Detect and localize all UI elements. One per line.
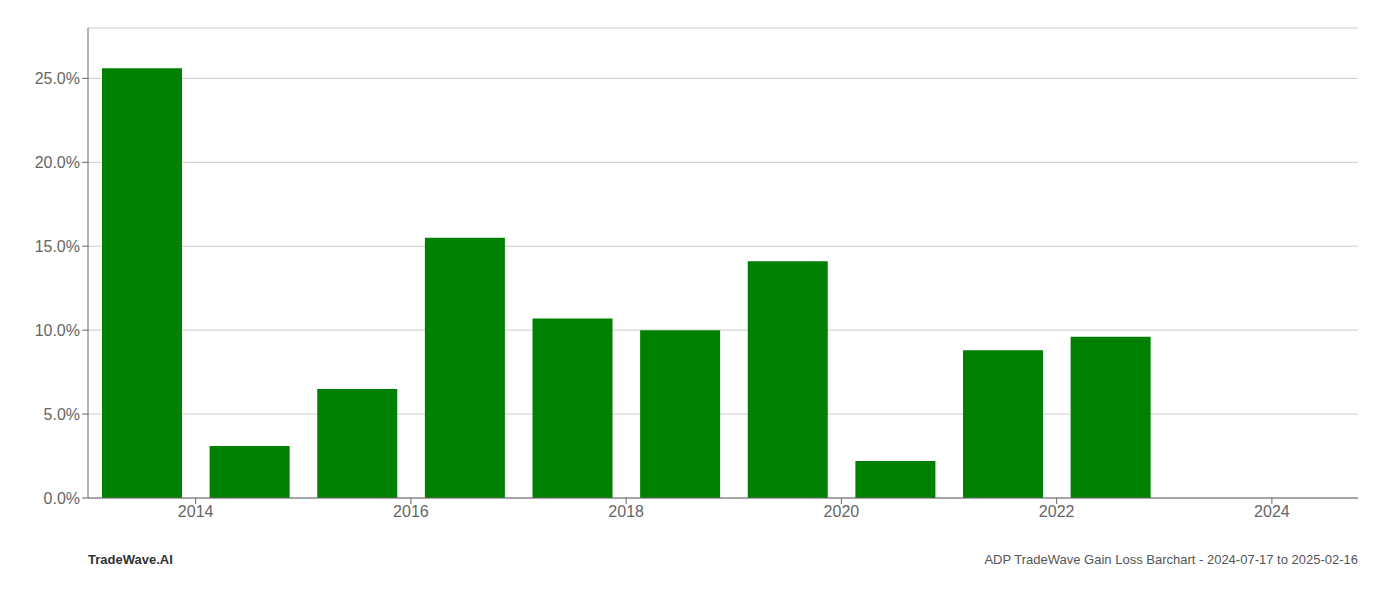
svg-text:2016: 2016 [393, 503, 429, 520]
svg-text:2018: 2018 [608, 503, 644, 520]
svg-text:15.0%: 15.0% [35, 238, 80, 255]
svg-text:2020: 2020 [824, 503, 860, 520]
svg-text:2022: 2022 [1039, 503, 1075, 520]
svg-text:10.0%: 10.0% [35, 322, 80, 339]
html-text:TradeWave.AI: TradeWave.AI [88, 552, 173, 567]
svg-text:0.0%: 0.0% [44, 490, 80, 507]
svg-text:5.0%: 5.0% [44, 406, 80, 423]
html-text:ADP TradeWave Gain Loss Barcha: ADP TradeWave Gain Loss Barchart - 2024-… [984, 552, 1358, 567]
svg-text:2024: 2024 [1254, 503, 1290, 520]
svg-text:2014: 2014 [178, 503, 214, 520]
svg-text:20.0%: 20.0% [35, 154, 80, 171]
svg-text:25.0%: 25.0% [35, 70, 80, 87]
